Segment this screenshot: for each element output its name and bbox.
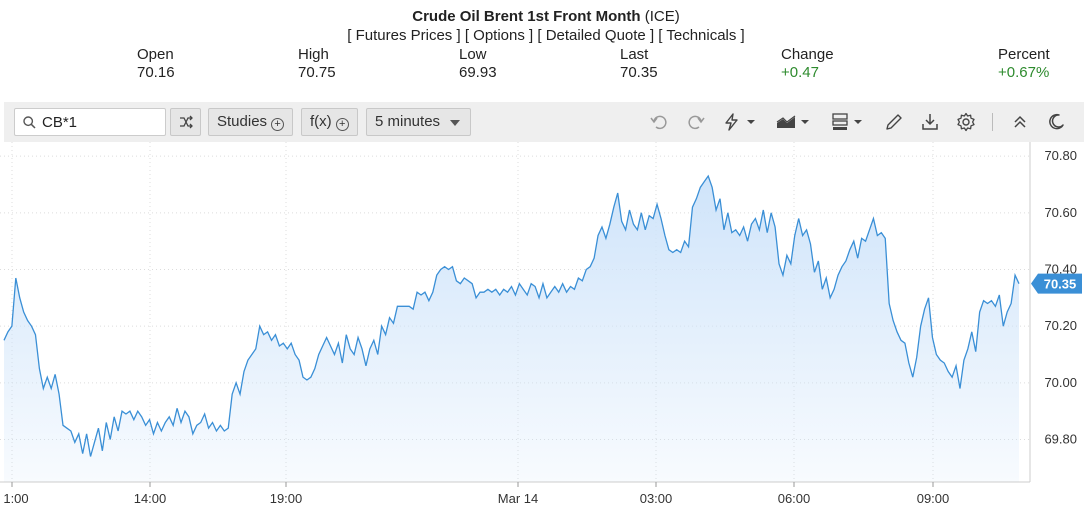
quote-header: Crude Oil Brent 1st Front Month (ICE) [ … [0, 0, 1092, 100]
link-futures-prices[interactable]: [ Futures Prices ] [347, 27, 461, 44]
last-price-tag: 70.35 [1031, 273, 1082, 294]
studies-button[interactable]: Studies + [208, 108, 294, 136]
link-options[interactable]: [ Options ] [464, 27, 534, 44]
toolbar-divider [992, 113, 993, 131]
dark-mode-icon[interactable] [1046, 112, 1066, 132]
stat-label: High [298, 46, 329, 63]
interval-label: 5 minutes [375, 113, 441, 130]
chevron-down-icon [450, 120, 460, 126]
compare-button[interactable] [170, 108, 201, 136]
redo-icon[interactable] [687, 112, 705, 132]
stat-open: Open 70.16 [137, 46, 175, 82]
x-tick-label: 1:00 [3, 491, 28, 506]
y-tick-label: 70.60 [1044, 205, 1077, 220]
x-tick-label: Mar 14 [498, 491, 538, 506]
stat-change: Change +0.47 [781, 46, 834, 82]
quote-links: [ Futures Prices ] [ Options ] [ Detaile… [0, 27, 1092, 45]
stat-value: +0.47 [781, 64, 819, 81]
y-tick-labels: 69.80 70.00 70.20 70.40 70.60 70.80 [1044, 148, 1077, 446]
y-tick-label: 69.80 [1044, 432, 1077, 447]
y-tick-label: 70.40 [1044, 262, 1077, 277]
chart-canvas[interactable]: 69.80 70.00 70.20 70.40 70.60 70.80 1:00 14:00… [0, 142, 1092, 508]
pencil-icon[interactable] [884, 112, 904, 132]
layout-icon[interactable] [830, 112, 870, 132]
title-exchange: (ICE) [640, 8, 680, 25]
stat-label: Percent [998, 46, 1050, 63]
link-technicals[interactable]: [ Technicals ] [658, 27, 745, 44]
stat-high: High 70.75 [298, 46, 336, 82]
stat-value: 70.16 [137, 64, 175, 81]
collapse-icon[interactable] [1011, 112, 1029, 132]
undo-icon[interactable] [650, 112, 668, 132]
stat-value: +0.67% [998, 64, 1050, 81]
chart-toolbar: Studies+ f(x)+ 5 minutes [4, 102, 1084, 142]
symbol-search[interactable] [14, 108, 166, 136]
link-detailed-quote[interactable]: [ Detailed Quote ] [537, 27, 655, 44]
stat-label: Open [137, 46, 174, 63]
stat-value: 70.75 [298, 64, 336, 81]
price-area [4, 176, 1019, 482]
last-price-marker [1031, 273, 1082, 294]
x-tick-label: 09:00 [917, 491, 950, 506]
compare-icon [180, 115, 193, 129]
studies-label: Studies [217, 113, 268, 130]
stat-last: Last 70.35 [620, 46, 658, 82]
interval-select[interactable]: 5 minutes [366, 108, 471, 136]
stat-percent: Percent +0.67% [998, 46, 1050, 82]
settings-icon[interactable] [956, 112, 976, 132]
fx-button[interactable]: f(x) + [301, 108, 358, 136]
x-tick-labels: 1:00 14:00 19:00 Mar 14 03:00 06:00 09:00 [3, 482, 949, 506]
chart-type-icon[interactable] [775, 112, 815, 132]
fx-label: f(x) [310, 113, 332, 130]
title-instrument: Crude Oil Brent 1st Front Month [412, 8, 641, 25]
stat-low: Low 69.93 [459, 46, 497, 82]
download-icon[interactable] [920, 112, 940, 132]
plus-icon: + [271, 118, 285, 131]
search-icon [23, 116, 36, 129]
y-tick-label: 70.00 [1044, 375, 1077, 390]
last-price-label: 70.35 [1044, 277, 1077, 292]
stat-label: Change [781, 46, 834, 63]
x-tick-label: 03:00 [640, 491, 673, 506]
y-tick-label: 70.20 [1044, 318, 1077, 333]
plus-icon: + [335, 118, 349, 131]
lightning-icon[interactable] [722, 112, 758, 132]
stat-value: 69.93 [459, 64, 497, 81]
page-title: Crude Oil Brent 1st Front Month (ICE) [0, 8, 1092, 26]
stat-label: Last [620, 46, 649, 63]
stat-value: 70.35 [620, 64, 658, 81]
grid-lines [0, 142, 1030, 482]
price-line [3, 174, 1020, 457]
stat-label: Low [459, 46, 487, 63]
x-tick-label: 14:00 [134, 491, 167, 506]
x-tick-label: 06:00 [778, 491, 811, 506]
y-tick-label: 70.80 [1044, 148, 1077, 163]
x-tick-label: 19:00 [270, 491, 303, 506]
price-chart[interactable]: 69.80 70.00 70.20 70.40 70.60 70.80 1:00 14:00… [0, 142, 1092, 508]
symbol-input[interactable] [42, 113, 160, 131]
